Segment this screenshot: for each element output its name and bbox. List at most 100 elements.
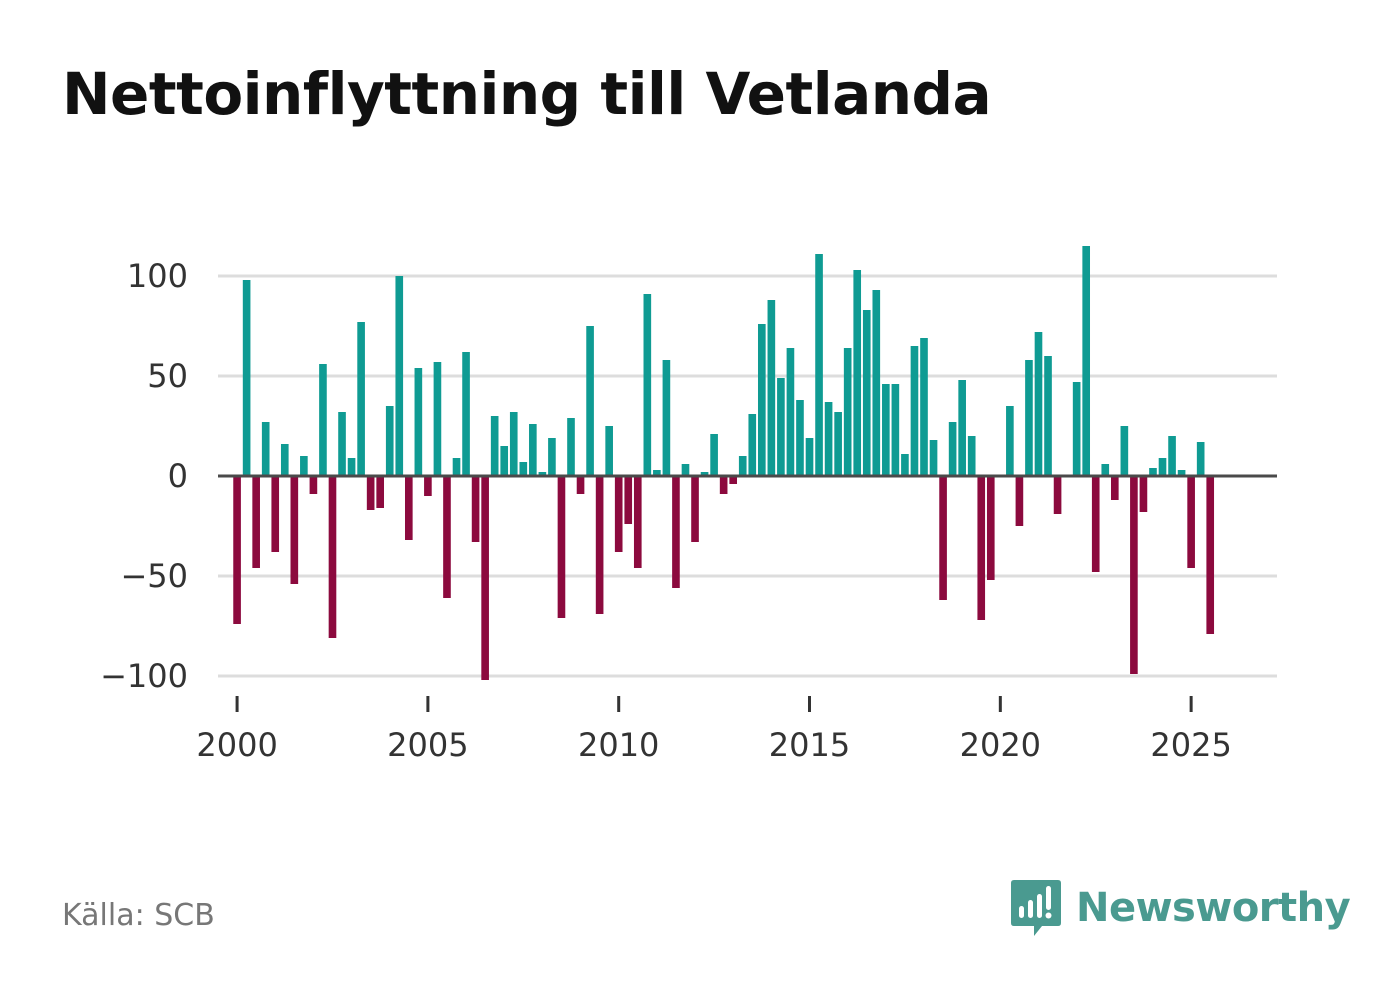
bar-negative xyxy=(1091,476,1100,572)
bar-positive xyxy=(548,438,556,476)
bar-positive xyxy=(843,348,852,476)
y-tick-label: −50 xyxy=(120,557,188,595)
bar-positive xyxy=(1158,458,1167,476)
bar-positive xyxy=(1044,356,1052,476)
bar-positive xyxy=(738,456,747,476)
y-tick-label: 50 xyxy=(147,357,188,395)
bar-positive xyxy=(862,310,871,476)
y-tick-label: 100 xyxy=(127,257,188,295)
newsworthy-logo-icon xyxy=(1011,880,1061,936)
bar-positive xyxy=(901,454,909,476)
bar-negative xyxy=(1015,476,1024,526)
bar-positive xyxy=(242,280,251,476)
bar-positive xyxy=(1006,406,1014,476)
bar-positive xyxy=(929,440,938,476)
bar-positive xyxy=(452,458,461,476)
bar-positive xyxy=(815,254,823,476)
x-tick-label: 2005 xyxy=(387,726,468,764)
bars xyxy=(233,246,1215,680)
bar-negative xyxy=(557,476,566,618)
bar-positive xyxy=(538,472,547,476)
bar-negative xyxy=(614,476,623,552)
bar-negative xyxy=(719,476,728,494)
bar-negative xyxy=(271,476,280,552)
bar-positive xyxy=(643,294,652,476)
bar-negative xyxy=(1206,476,1215,634)
x-tick-label: 2020 xyxy=(960,726,1041,764)
bar-negative xyxy=(691,476,699,542)
bar-positive xyxy=(357,322,365,476)
bar-positive xyxy=(824,402,833,476)
bar-positive xyxy=(710,434,718,476)
bar-positive xyxy=(958,380,966,476)
bar-negative xyxy=(366,476,375,510)
bar-negative xyxy=(1130,476,1138,674)
bar-positive xyxy=(662,360,671,476)
bar-negative xyxy=(424,476,432,496)
bar-positive xyxy=(1025,360,1033,476)
bar-positive xyxy=(1168,436,1176,476)
bar-positive xyxy=(433,362,442,476)
bar-positive xyxy=(567,418,575,476)
bar-positive xyxy=(605,426,613,476)
bar-negative xyxy=(986,476,995,580)
brand-name: Newsworthy xyxy=(1076,885,1351,931)
bar-positive xyxy=(414,368,423,476)
bar-negative xyxy=(328,476,337,638)
bar-negative xyxy=(977,476,986,620)
bar-positive xyxy=(757,324,766,476)
x-tick-label: 2000 xyxy=(196,726,277,764)
bar-positive xyxy=(519,462,528,476)
bar-positive xyxy=(767,300,776,476)
bar-positive xyxy=(891,384,900,476)
bar-positive xyxy=(786,348,795,476)
bar-positive xyxy=(509,412,518,476)
bar-positive xyxy=(1101,464,1110,476)
bar-positive xyxy=(700,472,709,476)
bar-positive xyxy=(1196,442,1205,476)
chart-title: Nettoinflyttning till Vetlanda xyxy=(62,60,992,128)
bar-positive xyxy=(1149,468,1157,476)
bar-positive xyxy=(882,384,890,476)
bar-negative xyxy=(233,476,241,624)
bar-positive xyxy=(347,458,356,476)
bar-negative xyxy=(1053,476,1062,514)
x-tick-label: 2025 xyxy=(1150,726,1231,764)
bar-positive xyxy=(748,414,757,476)
y-tick-label: −100 xyxy=(100,657,188,695)
bar-positive xyxy=(280,444,289,476)
bar-positive xyxy=(395,276,404,476)
bar-positive xyxy=(490,416,499,476)
x-tick-label: 2015 xyxy=(769,726,850,764)
bar-negative xyxy=(1139,476,1148,512)
bar-negative xyxy=(633,476,642,568)
bar-positive xyxy=(462,352,470,476)
bar-positive xyxy=(338,412,346,476)
brand-logo[interactable]: Newsworthy xyxy=(1010,878,1351,938)
bar-positive xyxy=(796,400,804,476)
bar-positive xyxy=(920,338,928,476)
bar-positive xyxy=(1177,470,1186,476)
bar-positive xyxy=(1082,246,1091,476)
bar-negative xyxy=(624,476,633,524)
bar-positive xyxy=(261,422,270,476)
bar-negative xyxy=(939,476,947,600)
bar-positive xyxy=(1120,426,1129,476)
bar-positive xyxy=(319,364,327,476)
bar-positive xyxy=(529,424,537,476)
bar-positive xyxy=(967,436,976,476)
bar-negative xyxy=(481,476,489,680)
bar-negative xyxy=(672,476,680,588)
bar-negative xyxy=(290,476,299,584)
bar-negative xyxy=(376,476,385,508)
bar-positive xyxy=(681,464,690,476)
bar-positive xyxy=(1072,382,1081,476)
bar-negative xyxy=(252,476,260,568)
bar-positive xyxy=(586,326,594,476)
y-tick-label: 0 xyxy=(168,457,188,495)
bar-positive xyxy=(872,290,881,476)
grid-lines xyxy=(218,274,1277,678)
bar-negative xyxy=(595,476,604,614)
